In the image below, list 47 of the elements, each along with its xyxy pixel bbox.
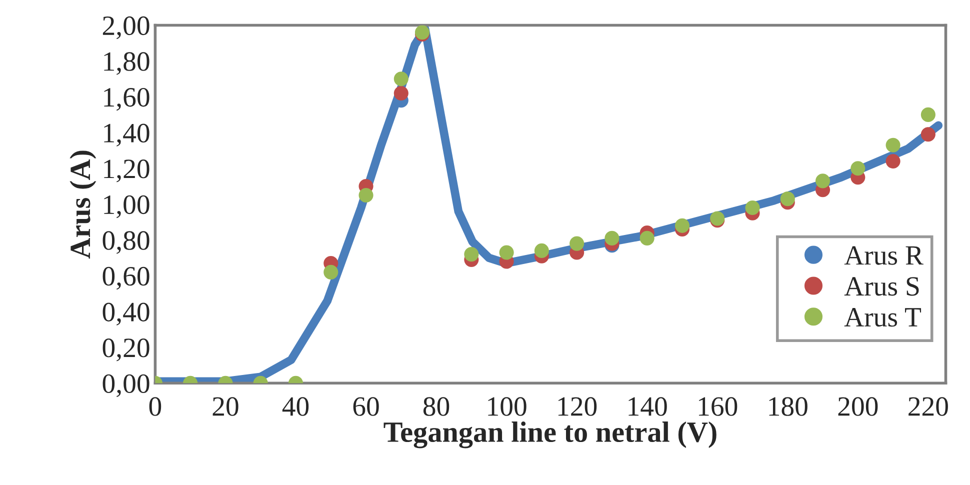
y-axis-title: Arus (A) [70, 150, 96, 259]
y-tick-label: 0,20 [102, 338, 150, 362]
y-tick-label: 1,40 [104, 124, 150, 147]
y-tick-label: 1,00 [104, 195, 150, 218]
y-tick-label: 1,20 [104, 160, 150, 182]
y-tick-label: 1,60 [104, 88, 150, 111]
point [886, 154, 900, 169]
x-tick-label: 80 [423, 397, 450, 416]
x-tick-label: 20 [212, 397, 238, 416]
point [570, 236, 584, 251]
point [534, 243, 549, 258]
point [780, 192, 795, 206]
y-tick-label: 2,00 [102, 16, 150, 40]
x-tick-label: 0 [149, 397, 162, 416]
x-tick-label: 120 [558, 397, 597, 416]
point [358, 188, 374, 203]
x-tick-label: 200 [838, 397, 878, 416]
x-tick-label: 100 [488, 397, 526, 416]
point [499, 245, 514, 260]
point [920, 127, 936, 142]
legend-label: Arus R [844, 246, 924, 265]
x-axis-title: Tegangan line to netral (V) [384, 422, 716, 448]
x-tick-label: 140 [628, 397, 667, 416]
x-tick-label: 60 [353, 397, 379, 416]
point [394, 72, 408, 86]
y-tick-label: 0,40 [102, 302, 150, 326]
point [324, 264, 338, 280]
x-tick-label: 220 [908, 397, 948, 416]
point [640, 230, 654, 246]
point [674, 218, 690, 233]
point [850, 161, 866, 176]
legend-label: Arus T [844, 308, 922, 327]
legend-label: Arus S [844, 277, 919, 296]
point [604, 230, 620, 246]
y-tick-label: 0,00 [102, 374, 150, 398]
point [920, 107, 936, 122]
y-tick-label: 0,60 [102, 266, 150, 290]
x-tick-label: 180 [769, 397, 808, 416]
point [815, 174, 830, 188]
y-tick-label: 0,80 [102, 231, 150, 254]
point [464, 247, 479, 262]
x-tick-label: 40 [282, 397, 309, 416]
x-tick-label: 160 [698, 397, 738, 416]
y-tick-label: 1,80 [104, 52, 150, 75]
point [745, 200, 760, 216]
point [394, 86, 408, 101]
point [886, 138, 900, 152]
